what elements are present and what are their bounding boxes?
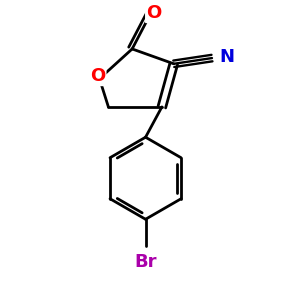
Text: O: O — [146, 4, 161, 22]
Text: N: N — [219, 48, 234, 66]
Text: O: O — [90, 67, 106, 85]
Text: Br: Br — [134, 254, 157, 272]
